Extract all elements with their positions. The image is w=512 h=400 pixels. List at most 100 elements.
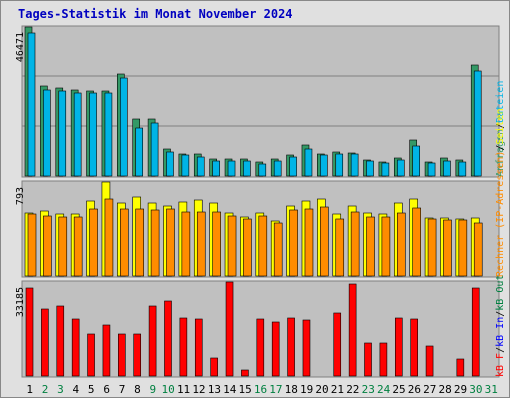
chart2-rechner-ip-adressen-bar-11 (181, 211, 191, 277)
chart2-rechner-ip-adressen-bar-13 (212, 211, 221, 277)
x-tick-label-15: 15 (238, 383, 251, 396)
x-tick-label-2: 2 (42, 383, 49, 396)
chart1-dateien-bar-1 (27, 32, 36, 177)
chart2-rechner-ip-adressen-bar-1 (27, 213, 37, 277)
x-tick-label-29: 29 (454, 383, 467, 396)
chart2-rechner-ip-adressen-bar-3 (58, 216, 68, 277)
chart3-kb-f-bar-9 (148, 305, 157, 377)
x-tick-label-20: 20 (315, 383, 328, 396)
chart3-kb-f-bar-2 (41, 308, 49, 377)
x-tick-label-1: 1 (26, 383, 33, 396)
chart3-kb-f-bar-8 (133, 333, 142, 377)
chart3-kb-f-bar-15 (241, 369, 249, 377)
chart3-kb-f-bar-14 (225, 281, 234, 377)
chart2-rechner-ip-adressen-bar-30 (473, 222, 483, 277)
chart3-kb-f-bar-17 (271, 321, 280, 377)
chart2-rechner-ip-adressen-bar-23 (366, 216, 375, 277)
x-tick-label-17: 17 (269, 383, 282, 396)
x-tick-label-10: 10 (162, 383, 175, 396)
right-label-chart2-part-3: Seiten (495, 108, 506, 144)
x-tick-label-14: 14 (223, 383, 237, 396)
x-tick-label-19: 19 (300, 383, 313, 396)
chart2-rechner-ip-adressen-bar-25 (396, 212, 406, 277)
chart1-dateien-bar-16 (258, 163, 267, 177)
chart1-dateien-bar-25 (396, 159, 405, 177)
chart3-kb-f-bar-23 (364, 342, 372, 377)
chart1-dateien-bar-11 (181, 154, 190, 177)
chart1-dateien-bar-17 (273, 160, 282, 177)
chart3-kb-f-bar-10 (164, 300, 172, 377)
x-tick-label-11: 11 (177, 383, 190, 396)
y-max-label-3: 33185 (15, 287, 26, 317)
chart1-dateien-bar-28 (443, 160, 451, 177)
chart3-kb-f-bar-24 (379, 342, 388, 377)
chart1-dateien-bar-27 (427, 162, 436, 177)
chart1-dateien-bar-6 (104, 92, 113, 177)
right-label-chart1-part-1: Anfragen (495, 129, 506, 177)
chart2-rechner-ip-adressen-bar-19 (304, 208, 314, 277)
chart1-dateien-bar-26 (412, 145, 420, 177)
right-label-chart3-part-4: / (495, 311, 506, 317)
chart1-dateien-bar-29 (458, 161, 467, 177)
chart2-rechner-ip-adressen-bar-24 (381, 216, 391, 277)
chart2-rechner-ip-adressen-bar-4 (73, 216, 83, 277)
chart1-dateien-bar-13 (212, 160, 220, 177)
chart1-dateien-bar-10 (166, 151, 174, 177)
chart3-kb-f-bar-16 (256, 318, 265, 377)
chart3-kb-f-bar-13 (210, 357, 218, 377)
chart1-dateien-bar-22 (350, 153, 359, 177)
right-label-chart3-part-1: kB F (495, 353, 506, 377)
chart2-rechner-ip-adressen-bar-8 (135, 208, 145, 277)
chart1-dateien-bar-12 (196, 156, 205, 177)
chart2-rechner-ip-adressen-bar-20 (320, 206, 329, 277)
x-tick-label-4: 4 (73, 383, 80, 396)
chart2-rechner-ip-adressen-bar-22 (350, 211, 360, 277)
x-tick-label-16: 16 (254, 383, 267, 396)
chart3-kb-f-bar-6 (102, 324, 111, 377)
right-label-chart3-part-5: kB Out (495, 275, 506, 311)
chart2-rechner-ip-adressen-bar-14 (227, 215, 237, 277)
chart3-kb-f-bar-7 (118, 333, 126, 377)
chart3-kb-f-bar-3 (56, 305, 65, 377)
chart1-dateien-bar-19 (304, 148, 313, 177)
chart3-kb-f-bar-29 (456, 358, 465, 377)
chart1-dateien-bar-15 (243, 160, 251, 177)
chart2-rechner-ip-adressen-bar-6 (104, 198, 114, 277)
x-tick-label-24: 24 (377, 383, 391, 396)
x-tick-label-13: 13 (208, 383, 221, 396)
chart1-dateien-bar-9 (150, 122, 159, 177)
chart2-rechner-ip-adressen-bar-12 (196, 211, 206, 277)
chart2-rechner-ip-adressen-bar-16 (258, 215, 268, 277)
chart2-rechner-ip-adressen-bar-18 (289, 209, 298, 277)
chart1-dateien-bar-3 (58, 90, 67, 177)
chart1-dateien-bar-18 (289, 156, 297, 177)
chart1-dateien-bar-24 (381, 162, 390, 177)
chart2-rechner-ip-adressen-bar-5 (89, 208, 98, 277)
chart3-kb-f-bar-30 (471, 287, 480, 377)
x-tick-label-3: 3 (57, 383, 64, 396)
x-tick-label-30: 30 (469, 383, 482, 396)
chart2-rechner-ip-adressen-bar-28 (443, 219, 452, 277)
chart2-rechner-ip-adressen-bar-10 (166, 208, 175, 277)
chart3-kb-f-bar-26 (410, 318, 418, 377)
right-label-chart3: kB F/kB In/kB Out (495, 275, 506, 377)
x-tick-label-9: 9 (149, 383, 156, 396)
chart3-kb-f-bar-19 (302, 319, 311, 377)
x-tick-label-6: 6 (103, 383, 110, 396)
chart2-rechner-ip-adressen-bar-17 (273, 222, 283, 277)
chart2-rechner-ip-adressen-bar-7 (120, 208, 129, 277)
chart3-kb-f-bar-27 (425, 345, 434, 377)
chart-title: Tages-Statistik im Monat November 2024 (18, 7, 293, 21)
chart2-rechner-ip-adressen-bar-9 (150, 209, 160, 277)
x-tick-label-28: 28 (439, 383, 452, 396)
chart1-dateien-bar-8 (135, 127, 144, 177)
chart3-kb-f-bar-21 (333, 312, 342, 377)
x-tick-label-18: 18 (285, 383, 298, 396)
chart2-rechner-ip-adressen-bar-21 (335, 218, 345, 277)
chart2-rechner-ip-adressen-bar-27 (427, 218, 437, 277)
chart1-dateien-bar-7 (120, 77, 128, 177)
chart1-dateien-bar-4 (73, 92, 82, 177)
x-tick-label-22: 22 (346, 383, 359, 396)
chart2-rechner-ip-adressen-bar-2 (43, 215, 52, 277)
